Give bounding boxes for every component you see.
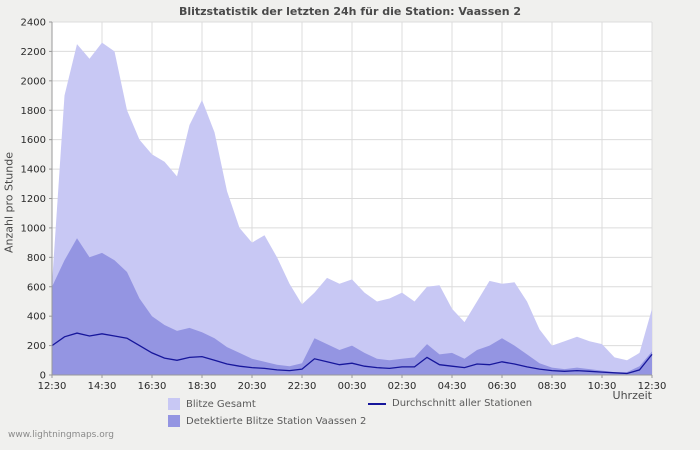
svg-text:2000: 2000 [21, 76, 46, 87]
svg-text:0: 0 [40, 371, 46, 382]
x-axis-label: Uhrzeit [612, 389, 652, 402]
legend-item-total: Blitze Gesamt [168, 398, 256, 410]
svg-text:1800: 1800 [21, 106, 46, 117]
svg-text:600: 600 [27, 282, 46, 293]
watermark-link[interactable]: www.lightningmaps.org [8, 430, 114, 440]
svg-text:10:30: 10:30 [588, 381, 617, 392]
svg-text:1000: 1000 [21, 223, 46, 234]
svg-text:16:30: 16:30 [138, 381, 167, 392]
legend-item-detected: Detektierte Blitze Station Vaassen 2 [168, 415, 366, 427]
detected-area-swatch [168, 415, 180, 427]
svg-text:08:30: 08:30 [538, 381, 567, 392]
svg-text:200: 200 [27, 341, 46, 352]
svg-text:1600: 1600 [21, 135, 46, 146]
svg-text:06:30: 06:30 [488, 381, 517, 392]
svg-text:12:30: 12:30 [638, 381, 667, 392]
total-area-swatch [168, 398, 180, 410]
svg-text:00:30: 00:30 [338, 381, 367, 392]
svg-text:18:30: 18:30 [188, 381, 217, 392]
svg-text:1200: 1200 [21, 194, 46, 205]
svg-text:22:30: 22:30 [288, 381, 317, 392]
legend-item-average: Durchschnitt aller Stationen [368, 398, 532, 409]
svg-text:1400: 1400 [21, 165, 46, 176]
legend-label-average: Durchschnitt aller Stationen [392, 398, 533, 409]
svg-text:20:30: 20:30 [238, 381, 267, 392]
svg-text:2400: 2400 [21, 18, 46, 29]
legend-label-detected: Detektierte Blitze Station Vaassen 2 [186, 415, 367, 427]
svg-text:04:30: 04:30 [438, 381, 467, 392]
svg-text:2200: 2200 [21, 47, 46, 58]
chart-title: Blitzstatistik der letzten 24h für die S… [178, 5, 522, 18]
average-line-swatch [368, 402, 386, 405]
legend-label-total: Blitze Gesamt [186, 398, 256, 410]
svg-text:02:30: 02:30 [388, 381, 417, 392]
svg-text:400: 400 [27, 312, 46, 323]
svg-text:12:30: 12:30 [38, 381, 67, 392]
svg-text:800: 800 [27, 253, 46, 264]
svg-text:14:30: 14:30 [88, 381, 117, 392]
